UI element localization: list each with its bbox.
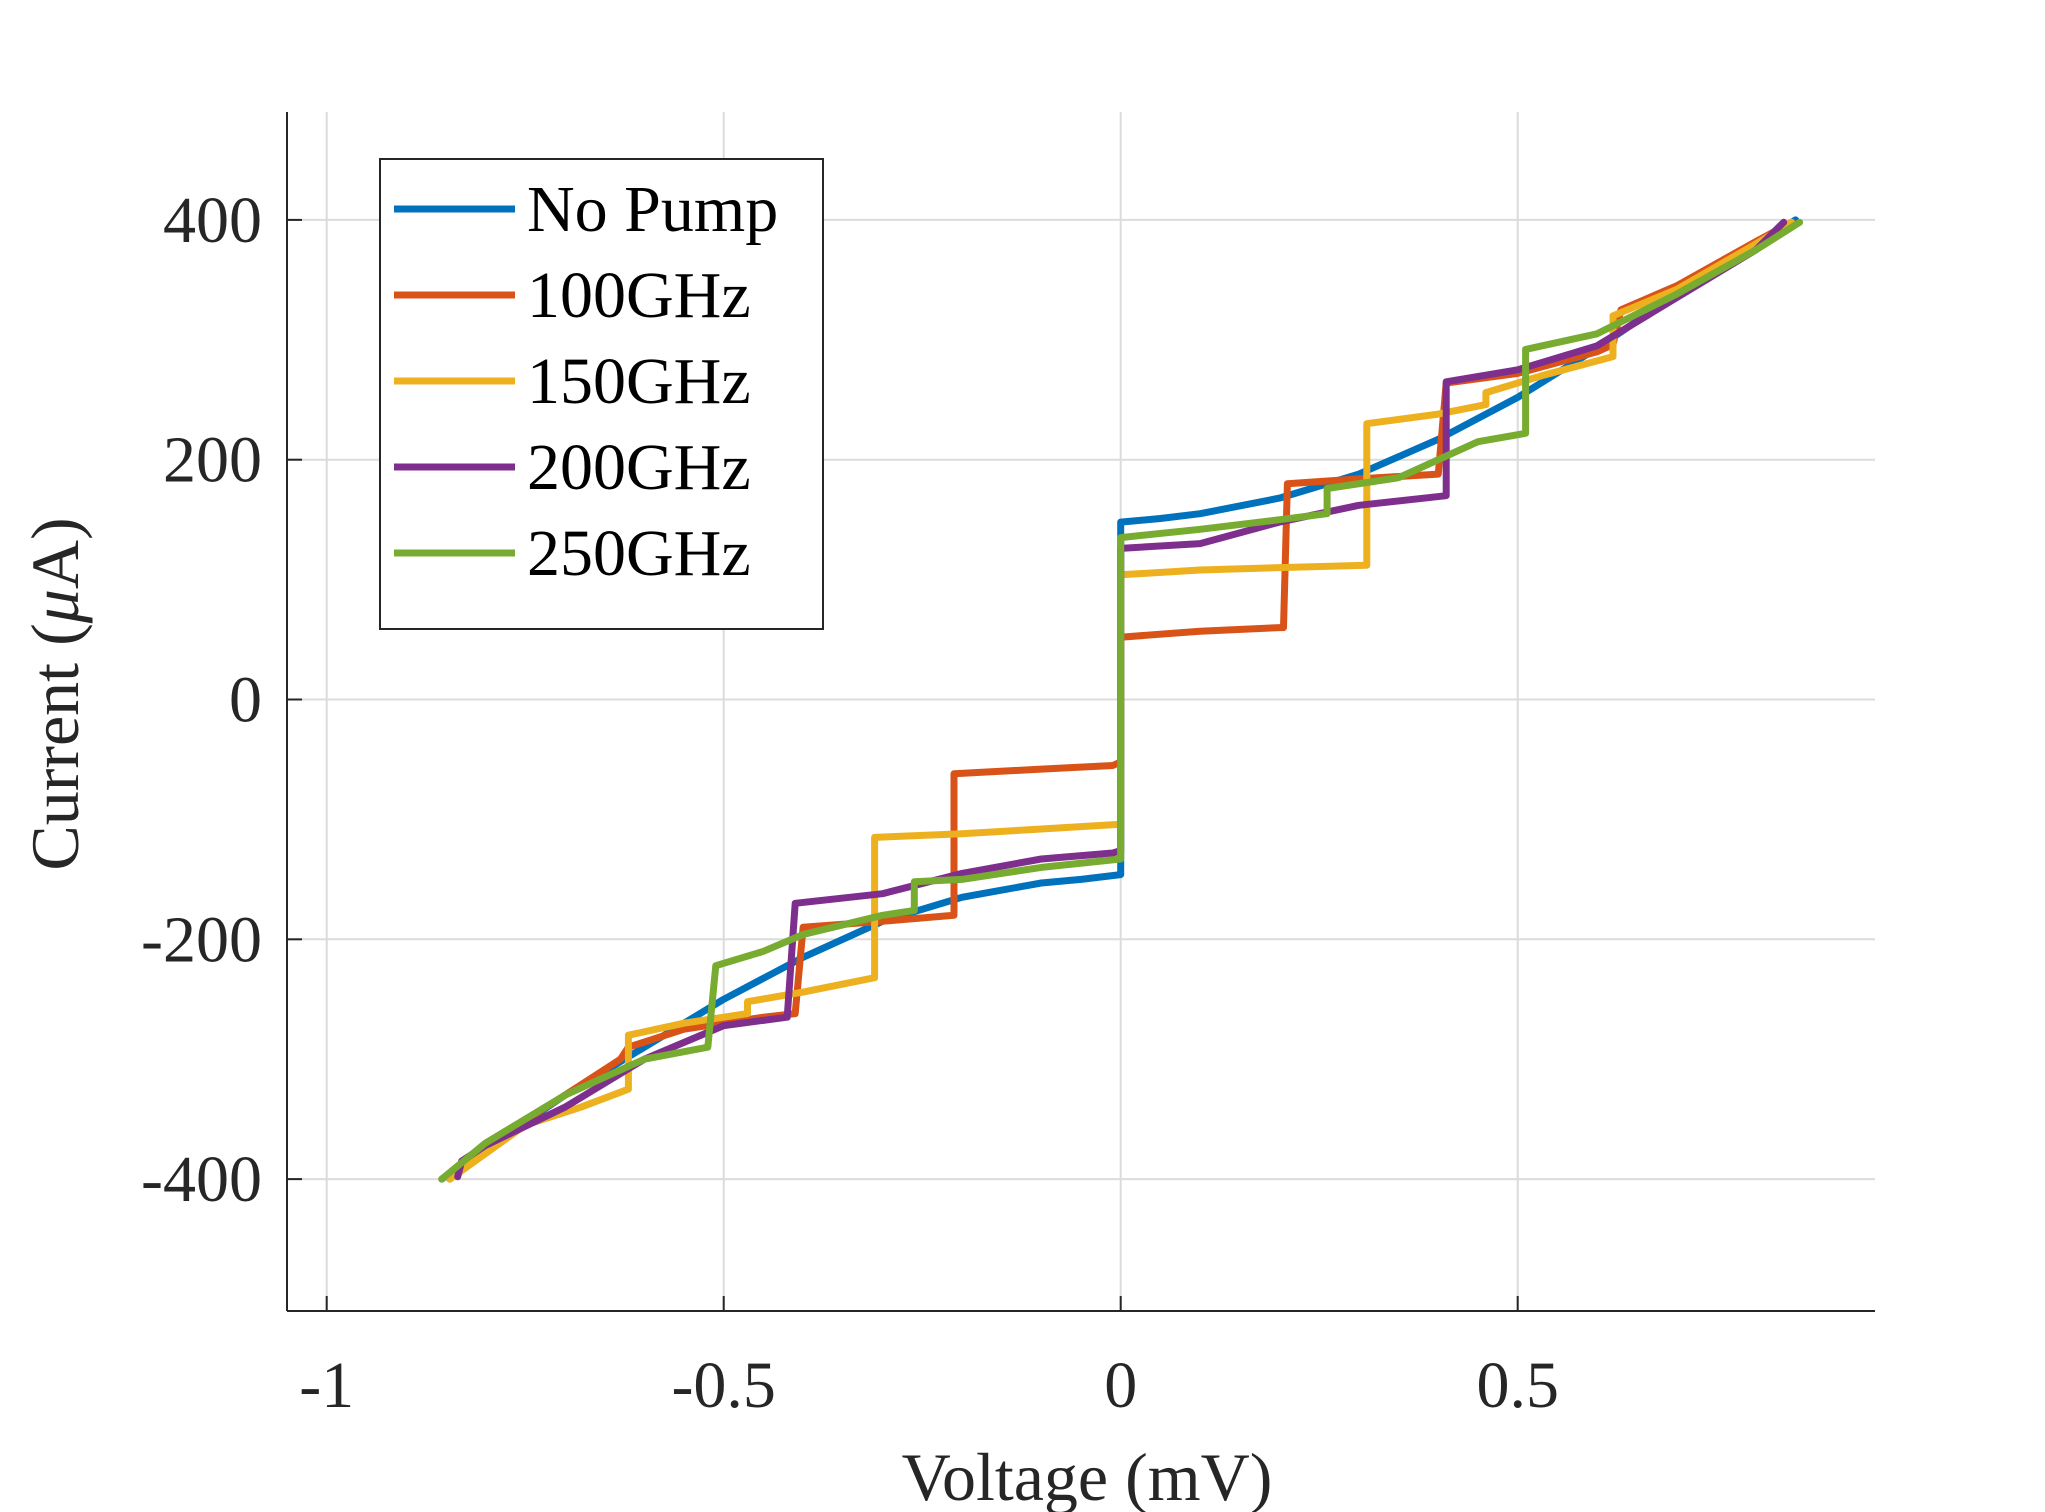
y-tick-label: 400: [163, 184, 262, 257]
series-line-5: [438, 218, 1804, 1183]
y-axis-ticks: 400 200 0 -200 -400: [141, 184, 302, 1216]
legend-label: 250GHz: [527, 517, 751, 590]
x-tick-label: 0.5: [1476, 1349, 1559, 1422]
y-tick-label: -200: [141, 903, 262, 976]
legend: No Pump 100GHz 150GHz 200GHz 250GHz: [379, 158, 824, 630]
plot-axes: [286, 112, 1875, 1312]
y-tick-label: -400: [141, 1143, 262, 1216]
y-axis-title-prefix: Current (: [17, 623, 93, 870]
plot-series: [438, 216, 1804, 1183]
legend-label: 200GHz: [527, 431, 751, 504]
y-tick-label: 200: [163, 424, 262, 497]
y-axis-title-symbol: μ: [17, 589, 93, 624]
y-axis-title: Current (μA): [17, 517, 93, 870]
y-axis-title-suffix: A): [17, 517, 93, 589]
legend-label: 150GHz: [527, 345, 751, 418]
x-tick-label: -1: [299, 1349, 354, 1422]
x-axis-ticks: -1 -0.5 0 0.5: [299, 1296, 1559, 1422]
x-axis-title: Voltage (mV): [902, 1439, 1273, 1512]
legend-label: 100GHz: [527, 259, 751, 332]
x-tick-label: 0: [1104, 1349, 1137, 1422]
y-tick-label: 0: [229, 664, 262, 737]
x-tick-label: -0.5: [671, 1349, 775, 1422]
legend-label: No Pump: [527, 173, 778, 246]
